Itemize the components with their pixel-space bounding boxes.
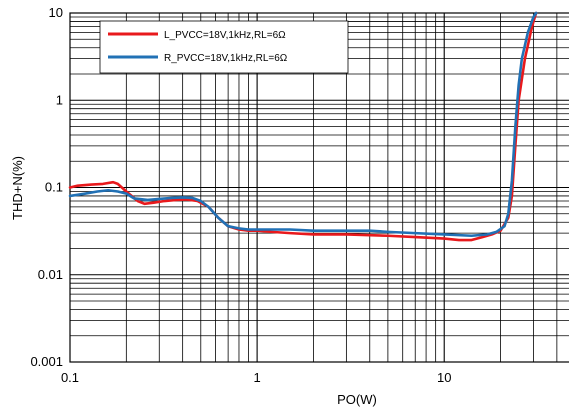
y-tick-label: 0.001 <box>30 354 63 369</box>
x-axis-label: PO(W) <box>337 392 377 407</box>
y-tick-label: 1 <box>56 92 63 107</box>
tick-labels: 0.1 1 10 0.001 0.01 0.1 1 10 <box>30 5 451 385</box>
series-line-r-channel <box>68 11 538 238</box>
y-tick-label: 0.1 <box>45 180 63 195</box>
x-tick-label: 10 <box>437 370 451 385</box>
y-tick-label: 10 <box>49 5 63 20</box>
legend-box <box>99 20 349 74</box>
y-tick-label: 0.01 <box>38 267 63 282</box>
x-tick-label: 0.1 <box>61 370 79 385</box>
x-tick-label: 1 <box>253 370 260 385</box>
legend: L_PVCC=18V,1kHz,RL=6Ω R_PVCC=18V,1kHz,RL… <box>99 20 349 74</box>
legend-label-r-channel: R_PVCC=18V,1kHz,RL=6Ω <box>164 53 288 64</box>
y-axis-label: THD+N(%) <box>10 156 25 220</box>
legend-label-l-channel: L_PVCC=18V,1kHz,RL=6Ω <box>164 30 286 41</box>
series-layer <box>68 11 538 242</box>
